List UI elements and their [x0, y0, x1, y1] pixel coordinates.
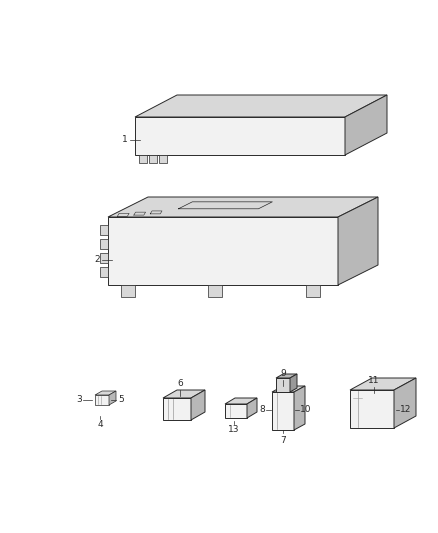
Text: 6: 6 [177, 379, 183, 388]
Text: 3: 3 [76, 395, 82, 405]
Polygon shape [272, 392, 294, 430]
Polygon shape [100, 267, 108, 277]
Polygon shape [276, 374, 297, 378]
Polygon shape [135, 95, 387, 117]
Polygon shape [272, 386, 305, 392]
Polygon shape [163, 398, 191, 420]
Text: 7: 7 [280, 436, 286, 445]
Polygon shape [109, 391, 116, 405]
Polygon shape [294, 386, 305, 430]
Polygon shape [290, 374, 297, 392]
Polygon shape [100, 239, 108, 249]
Polygon shape [108, 197, 378, 217]
Text: 4: 4 [97, 420, 103, 429]
Polygon shape [159, 155, 167, 163]
Polygon shape [338, 197, 378, 285]
Text: 1: 1 [122, 135, 128, 144]
Polygon shape [350, 390, 394, 428]
Text: 2: 2 [94, 255, 100, 264]
Polygon shape [139, 155, 147, 163]
Polygon shape [100, 253, 108, 263]
Text: 8: 8 [259, 406, 265, 415]
Polygon shape [225, 404, 247, 418]
Text: 10: 10 [300, 406, 311, 415]
Polygon shape [108, 217, 338, 285]
Text: 12: 12 [400, 406, 411, 415]
Polygon shape [121, 285, 135, 297]
Polygon shape [350, 378, 416, 390]
Polygon shape [345, 95, 387, 155]
Polygon shape [100, 225, 108, 235]
Polygon shape [163, 390, 205, 398]
Text: 13: 13 [228, 425, 240, 434]
Polygon shape [394, 378, 416, 428]
Text: 5: 5 [118, 395, 124, 405]
Polygon shape [95, 395, 109, 405]
Text: 11: 11 [368, 376, 380, 385]
Polygon shape [247, 398, 257, 418]
Polygon shape [225, 398, 257, 404]
Polygon shape [208, 285, 222, 297]
Polygon shape [306, 285, 320, 297]
Polygon shape [191, 390, 205, 420]
Polygon shape [149, 155, 157, 163]
Text: 9: 9 [280, 369, 286, 378]
Polygon shape [95, 391, 116, 395]
Polygon shape [276, 378, 290, 392]
Polygon shape [135, 117, 345, 155]
